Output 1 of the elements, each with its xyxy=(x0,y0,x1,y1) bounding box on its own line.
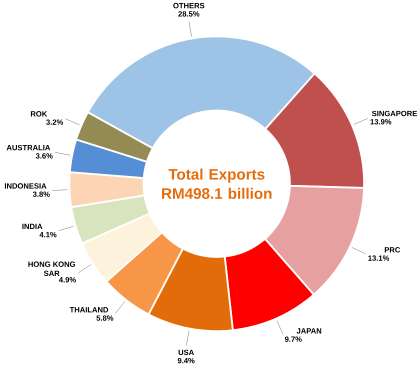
text: Total Exports RM498.1 billion xyxy=(162,168,272,199)
